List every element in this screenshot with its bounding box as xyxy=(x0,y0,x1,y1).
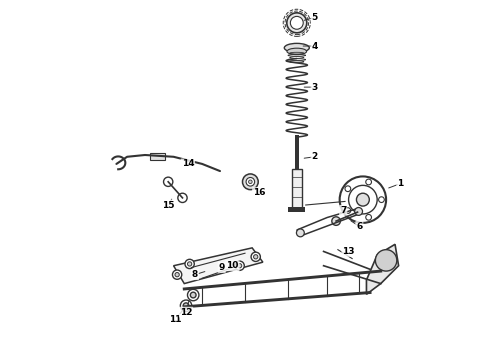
Text: 5: 5 xyxy=(312,13,318,22)
Circle shape xyxy=(178,193,187,203)
Circle shape xyxy=(345,208,351,213)
Circle shape xyxy=(246,177,255,186)
Text: 16: 16 xyxy=(253,188,266,197)
Circle shape xyxy=(172,270,182,279)
Text: 8: 8 xyxy=(192,270,198,279)
Circle shape xyxy=(185,259,194,269)
Circle shape xyxy=(164,177,173,186)
Text: 3: 3 xyxy=(312,83,318,92)
Text: 13: 13 xyxy=(343,247,355,256)
Text: 14: 14 xyxy=(181,159,194,168)
Circle shape xyxy=(332,217,341,225)
Text: 6: 6 xyxy=(356,222,363,231)
Circle shape xyxy=(180,300,192,311)
Circle shape xyxy=(253,255,258,259)
Circle shape xyxy=(183,303,189,309)
Text: 9: 9 xyxy=(219,263,225,272)
Ellipse shape xyxy=(284,43,309,52)
Circle shape xyxy=(188,289,199,301)
Text: 7: 7 xyxy=(340,206,346,215)
Circle shape xyxy=(355,207,363,215)
Circle shape xyxy=(291,17,303,29)
Text: 10: 10 xyxy=(226,261,239,270)
Circle shape xyxy=(287,13,307,33)
Text: 4: 4 xyxy=(312,41,318,50)
Circle shape xyxy=(248,180,252,184)
Text: 1: 1 xyxy=(397,179,404,188)
Circle shape xyxy=(366,179,371,185)
Circle shape xyxy=(235,261,245,270)
Text: 15: 15 xyxy=(162,201,174,210)
Polygon shape xyxy=(367,244,398,294)
Circle shape xyxy=(175,273,179,277)
Polygon shape xyxy=(173,248,263,284)
Circle shape xyxy=(366,215,371,220)
Circle shape xyxy=(251,252,260,261)
Circle shape xyxy=(296,229,304,237)
Bar xyxy=(292,169,302,208)
Bar xyxy=(288,207,305,212)
Ellipse shape xyxy=(287,48,307,55)
Circle shape xyxy=(238,264,242,268)
Circle shape xyxy=(190,292,196,298)
Text: 2: 2 xyxy=(312,152,318,161)
Circle shape xyxy=(345,186,351,192)
Circle shape xyxy=(356,193,369,206)
Bar xyxy=(294,135,299,171)
Circle shape xyxy=(379,197,384,203)
Bar xyxy=(150,153,165,160)
Text: 12: 12 xyxy=(180,308,192,317)
Circle shape xyxy=(375,249,397,271)
Circle shape xyxy=(243,174,258,190)
Circle shape xyxy=(188,262,192,266)
Text: 11: 11 xyxy=(169,315,182,324)
